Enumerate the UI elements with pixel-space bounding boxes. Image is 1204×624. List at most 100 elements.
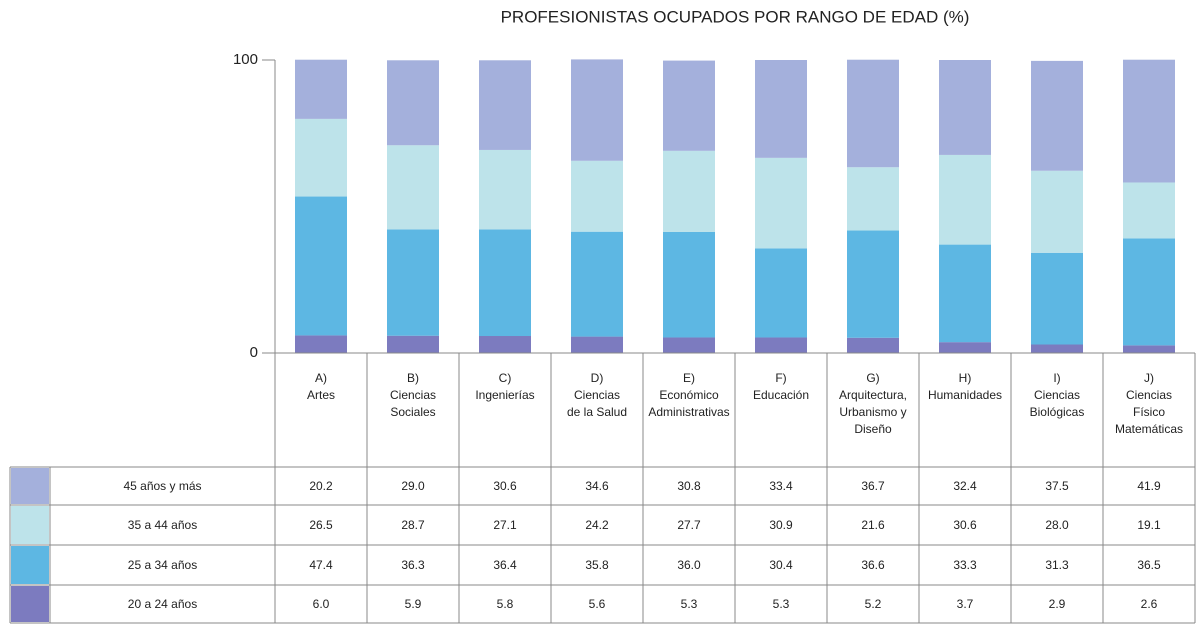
table-value: 32.4 <box>953 479 977 493</box>
table-value: 29.0 <box>401 479 425 493</box>
table-value: 41.9 <box>1137 479 1161 493</box>
bar-segment <box>387 60 439 146</box>
table-value: 36.6 <box>861 558 885 572</box>
legend-swatch <box>11 586 49 622</box>
table-value: 27.7 <box>677 518 701 532</box>
table-value: 5.6 <box>588 597 606 611</box>
legend-label: 20 a 24 años <box>127 597 198 611</box>
legend-swatch <box>11 506 49 544</box>
table-value: 21.6 <box>861 518 885 532</box>
bar-segment <box>939 244 991 343</box>
bar-segment <box>847 167 899 231</box>
bar-segment <box>663 60 715 151</box>
table-value: 5.9 <box>404 597 422 611</box>
bar-segment <box>663 150 715 232</box>
bar-segment <box>571 336 623 353</box>
category-label: G) Arquitectura, Urbanismo y Diseño <box>838 371 908 436</box>
bar-segment <box>571 59 623 161</box>
bar-segment <box>387 145 439 230</box>
table-value: 5.8 <box>496 597 514 611</box>
table-value: 2.9 <box>1048 597 1066 611</box>
bar-segment <box>295 59 347 119</box>
bar-segment <box>1031 170 1083 253</box>
table-value: 36.0 <box>677 558 701 572</box>
bar-segment <box>939 60 991 155</box>
category-label: J) Ciencias Físico Matemáticas <box>1114 371 1184 436</box>
bar-segment <box>939 154 991 245</box>
table-value: 19.1 <box>1137 518 1161 532</box>
bar-segment <box>295 118 347 197</box>
table-value: 28.7 <box>401 518 425 532</box>
category-label: I) Ciencias Biológicas <box>1029 371 1085 419</box>
bar-segment <box>479 336 531 353</box>
table-value: 30.8 <box>677 479 701 493</box>
table-value: 47.4 <box>309 558 333 572</box>
bar-segment <box>479 60 531 150</box>
table-value: 34.6 <box>585 479 609 493</box>
table-value: 36.3 <box>401 558 425 572</box>
bar-segment <box>1031 344 1083 353</box>
table-value: 35.8 <box>585 558 609 572</box>
legend-label: 25 a 34 años <box>127 558 198 572</box>
category-label: F) Educación <box>752 371 810 402</box>
bar-segment <box>663 231 715 338</box>
bar-segment <box>1123 182 1175 239</box>
bar-segment <box>479 229 531 337</box>
category-label: A) Artes <box>306 371 335 402</box>
legend-swatch <box>11 468 49 504</box>
y-tick-label: 100 <box>233 51 258 68</box>
table-value: 28.0 <box>1045 518 1069 532</box>
category-label: H) Humanidades <box>927 371 1003 402</box>
table-value: 31.3 <box>1045 558 1069 572</box>
bar-segment <box>387 229 439 336</box>
table-value: 33.3 <box>953 558 977 572</box>
table-value: 20.2 <box>309 479 333 493</box>
bar-segment <box>1123 59 1175 183</box>
table-value: 5.3 <box>772 597 790 611</box>
bar-segment <box>295 335 347 353</box>
category-label: B) Ciencias Sociales <box>389 371 437 419</box>
table-value: 30.6 <box>493 479 517 493</box>
table-value: 27.1 <box>493 518 517 532</box>
bar-segment <box>571 160 623 232</box>
table-value: 36.4 <box>493 558 517 572</box>
bar-segment <box>479 149 531 230</box>
legend-label: 35 a 44 años <box>127 518 198 532</box>
table-value: 24.2 <box>585 518 609 532</box>
table-value: 30.4 <box>769 558 793 572</box>
bar-segment <box>755 337 807 353</box>
table-value: 36.5 <box>1137 558 1161 572</box>
bar-segment <box>1031 252 1083 345</box>
table-value: 6.0 <box>312 597 330 611</box>
legend-label: 45 años y más <box>123 479 202 493</box>
table-value: 37.5 <box>1045 479 1069 493</box>
bar-segment <box>755 248 807 338</box>
table-value: 3.7 <box>956 597 974 611</box>
bar-segment <box>755 157 807 249</box>
bar-segment <box>847 230 899 338</box>
category-label: C) Ingenierías <box>475 371 535 402</box>
table-value: 5.2 <box>864 597 882 611</box>
y-tick-label: 0 <box>250 344 258 361</box>
bar-segment <box>1123 238 1175 346</box>
bar-segment <box>847 337 899 353</box>
category-label: D) Ciencias de la Salud <box>566 371 628 419</box>
bar-segment <box>663 337 715 353</box>
bar-segment <box>1031 60 1083 171</box>
bar-segment <box>387 335 439 353</box>
table-value: 30.6 <box>953 518 977 532</box>
chart-title: PROFESIONISTAS OCUPADOS POR RANGO DE EDA… <box>501 7 970 26</box>
table-value: 2.6 <box>1140 597 1158 611</box>
category-label: E) Económico Administrativas <box>648 371 730 419</box>
bar-segment <box>1123 345 1175 353</box>
legend-swatch <box>11 546 49 584</box>
table-value: 30.9 <box>769 518 793 532</box>
table-value: 36.7 <box>861 479 885 493</box>
bar-segment <box>571 231 623 337</box>
table-value: 33.4 <box>769 479 793 493</box>
bar-segment <box>847 59 899 168</box>
bar-segment <box>295 196 347 336</box>
table-value: 5.3 <box>680 597 698 611</box>
